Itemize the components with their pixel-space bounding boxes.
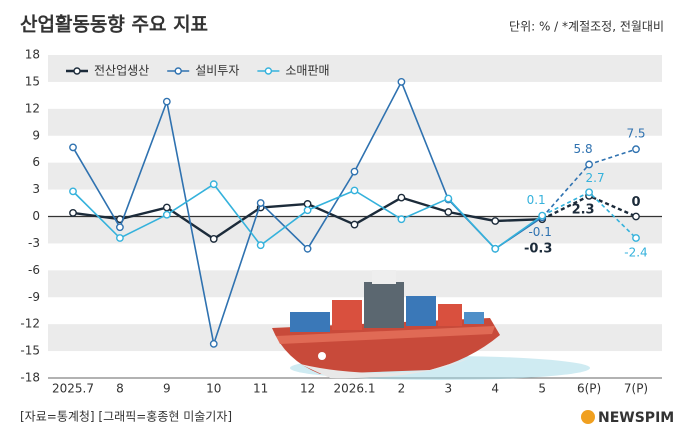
- y-tick-label: -15: [20, 344, 40, 358]
- x-tick-label: 7(P): [624, 382, 648, 396]
- data-point: [397, 78, 406, 86]
- data-point: [303, 206, 312, 215]
- y-tick-label: 15: [25, 74, 40, 88]
- y-tick-label: 9: [32, 128, 40, 142]
- grid-band: [48, 55, 662, 82]
- grid-band: [48, 270, 662, 298]
- y-tick-label: -3: [28, 236, 40, 250]
- source-note: [자료=통계청] [그래픽=홍종현 미술기자]: [20, 410, 232, 424]
- legend-marker: [264, 67, 273, 75]
- grid-band: [48, 216, 662, 244]
- data-point: [350, 220, 359, 229]
- y-tick-label: 3: [32, 182, 40, 196]
- legend-marker: [174, 67, 182, 75]
- chart-title: 산업활동동향 주요 지표: [20, 14, 208, 36]
- plot: -0.3 2.3 0 -0.1 5.8 7.5 0.1 2.7 -2.4 전산업생산 설비투자 소매판…: [66, 64, 648, 348]
- value-label: -0.3: [524, 242, 552, 257]
- chart-subtitle: 단위: % / *계절조정, 전월대비: [509, 20, 664, 34]
- x-tick-label: 3: [445, 382, 453, 396]
- grid-band: [48, 162, 662, 190]
- data-point: [632, 212, 640, 221]
- data-point: [397, 193, 406, 202]
- y-tick-label: 12: [25, 101, 40, 115]
- data-point: [444, 208, 453, 216]
- data-point: [491, 244, 500, 253]
- data-point: [69, 187, 77, 196]
- data-point: [116, 234, 124, 242]
- x-tick-label: 2: [398, 382, 406, 396]
- legend-label: 전산업생산: [94, 64, 149, 78]
- data-point: [397, 215, 406, 224]
- y-tick-label: -12: [20, 317, 40, 331]
- legend-label: 설비투자: [195, 64, 239, 78]
- value-label: 2.7: [586, 171, 605, 185]
- x-tick-label: 2025.7: [52, 382, 94, 396]
- data-point: [350, 186, 359, 195]
- y-tick-label: -18: [20, 371, 40, 385]
- grid-band: [48, 108, 662, 136]
- data-point: [444, 194, 453, 203]
- value-label: 0.1: [527, 193, 546, 207]
- y-tick-label: 18: [25, 48, 40, 62]
- data-point: [256, 199, 265, 207]
- value-label: 2.3: [572, 202, 595, 217]
- value-label: 7.5: [626, 127, 645, 141]
- data-point: [209, 340, 218, 348]
- data-point: [538, 211, 547, 220]
- y-tick-label: 0: [32, 209, 40, 223]
- data-point: [491, 217, 500, 225]
- value-label: -0.1: [528, 225, 551, 239]
- value-label: -2.4: [624, 246, 647, 260]
- data-point: [585, 188, 593, 197]
- data-point: [69, 209, 77, 217]
- data-point: [350, 167, 359, 176]
- data-point: [162, 203, 171, 212]
- data-point: [209, 235, 218, 243]
- x-tick-label: 9: [163, 382, 171, 396]
- data-point: [256, 241, 265, 250]
- x-tick-label: 2026.1: [334, 382, 376, 396]
- data-point: [209, 180, 218, 189]
- x-tick-label: 11: [253, 382, 268, 396]
- x-tick-label: 10: [206, 382, 221, 396]
- y-tick-label: -6: [28, 263, 40, 277]
- data-point: [116, 223, 124, 232]
- y-tick-label: -9: [28, 290, 40, 304]
- legend-label: 소매판매: [285, 64, 329, 78]
- data-point: [632, 145, 640, 154]
- x-tick-label: 6(P): [577, 382, 601, 396]
- data-point: [69, 143, 77, 152]
- legend-marker: [73, 67, 81, 75]
- data-point: [632, 234, 640, 242]
- value-label: 0: [631, 195, 640, 210]
- brand-name: NEWSPIM: [598, 410, 674, 426]
- data-point: [303, 200, 312, 208]
- data-point: [162, 97, 171, 106]
- data-point: [585, 160, 593, 169]
- x-tick-label: 12: [300, 382, 315, 396]
- brand-logo: [581, 410, 595, 424]
- x-tick-label: 5: [538, 382, 546, 396]
- value-label: 5.8: [574, 142, 593, 156]
- y-tick-label: 6: [32, 155, 40, 169]
- ship-illustration: [272, 270, 590, 380]
- x-tick-label: 4: [491, 382, 499, 396]
- x-tick-label: 8: [116, 382, 124, 396]
- data-point: [162, 210, 171, 219]
- data-point: [303, 244, 312, 253]
